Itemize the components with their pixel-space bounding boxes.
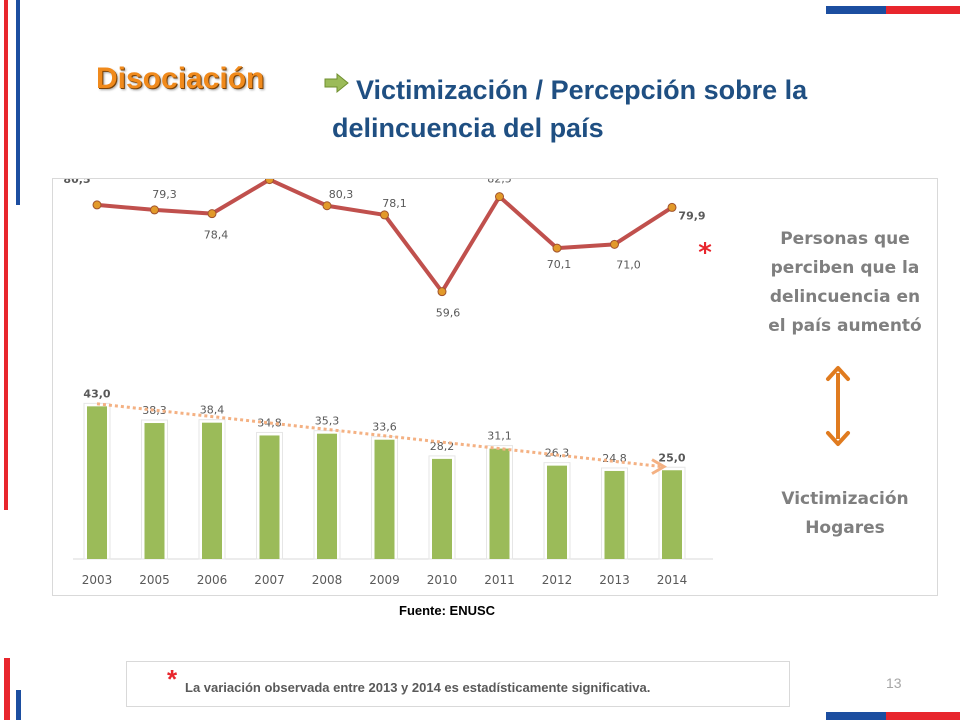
top-right-blue-bar <box>826 6 886 14</box>
bar <box>662 470 682 559</box>
bottom-right-blue-bar <box>826 712 886 720</box>
bar-value-label: 26,3 <box>545 447 570 460</box>
bar-value-label: 43,0 <box>83 387 110 400</box>
line-point <box>322 201 332 211</box>
page-number: 13 <box>886 675 902 691</box>
line-point <box>265 175 274 185</box>
bottom-right-red-bar <box>886 712 960 720</box>
line-value-label: 78,4 <box>204 229 229 242</box>
line-value-label: 70,1 <box>547 258 572 271</box>
line-point <box>667 202 677 212</box>
bar <box>489 448 510 559</box>
bar <box>317 433 337 559</box>
line-value-label: 78,1 <box>382 197 407 210</box>
x-tick-label: 2008 <box>312 573 343 587</box>
line-point <box>150 205 159 215</box>
x-tick-label: 2014 <box>657 573 688 587</box>
significance-star: * <box>698 238 712 268</box>
bar-value-label: 24,8 <box>602 452 627 465</box>
source-note: Fuente: ENUSC <box>399 603 496 618</box>
line-value-label: 82,5 <box>487 179 512 186</box>
victimization-label-line: Hogares <box>805 518 885 538</box>
bar <box>547 465 567 559</box>
x-tick-label: 2005 <box>139 573 170 587</box>
line-value-label: 79,3 <box>152 188 177 201</box>
footnote-star: * <box>167 664 178 694</box>
bottom-left-red-bar <box>4 658 10 720</box>
perception-label-line: Personas que <box>780 229 910 249</box>
x-tick-label: 2003 <box>82 573 113 587</box>
left-accent-red-bar <box>4 0 8 510</box>
chart-frame: 43,0 38,3 38,4 34,8 35,3 33,6 28,2 31,1 26,3 24,8… <box>52 158 938 596</box>
x-tick-label: 2011 <box>484 573 515 587</box>
line-point <box>552 243 562 253</box>
x-tick-label: 2010 <box>427 573 458 587</box>
bar <box>87 406 107 559</box>
bar <box>432 458 452 559</box>
bar <box>259 435 280 559</box>
x-tick-label: 2009 <box>369 573 400 587</box>
trend-arrowhead <box>651 458 667 475</box>
victimization-label: Victimización Hogares <box>745 485 945 543</box>
bar <box>144 423 165 559</box>
title-keyword: Disociación <box>96 62 265 95</box>
line-value-label: 79,9 <box>678 209 705 222</box>
line-point <box>437 287 447 297</box>
bar <box>202 422 222 559</box>
victimization-label-line: Victimización <box>781 489 909 509</box>
title-main: Victimización / Percepción sobre la deli… <box>332 71 934 147</box>
bar-value-label: 28,2 <box>430 440 455 453</box>
perception-label-line: el país aumentó <box>768 316 922 336</box>
x-tick-label: 2007 <box>254 573 285 587</box>
perception-label-line: perciben que la <box>770 258 920 278</box>
footnote-box: * La variación observada entre 2013 y 20… <box>126 661 790 707</box>
bar <box>604 470 625 559</box>
x-tick-label: 2006 <box>197 573 228 587</box>
top-right-red-bar <box>886 6 960 14</box>
footnote-text: La variación observada entre 2013 y 2014… <box>185 680 651 695</box>
line-point <box>610 239 619 249</box>
line-point <box>380 210 389 220</box>
line-value-label: 80,5 <box>63 179 90 186</box>
line-value-label: 71,0 <box>616 258 641 271</box>
line-point <box>92 200 102 210</box>
bottom-left-blue-bar <box>16 690 21 720</box>
x-tick-label: 2012 <box>542 573 573 587</box>
trend-line <box>96 402 663 469</box>
bar-value-label: 38,4 <box>200 404 225 417</box>
bar-value-label: 34,8 <box>257 416 282 429</box>
title-line-1: Victimización / Percepción sobre la <box>356 75 808 105</box>
line-value-label: 80,3 <box>329 188 354 201</box>
bar-value-label: 33,6 <box>372 421 397 434</box>
left-accent-blue-bar <box>16 0 20 205</box>
line-point <box>495 192 504 202</box>
x-tick-label: 2013 <box>599 573 630 587</box>
perception-label-line: delincuencia en <box>769 287 921 307</box>
line-point <box>207 209 217 219</box>
bar-value-label: 35,3 <box>315 415 340 428</box>
title-line-2: delincuencia del país <box>332 113 604 143</box>
perception-label: Personas que perciben que la delincuenci… <box>745 225 945 341</box>
bar-value-label: 38,3 <box>142 404 167 417</box>
bar <box>374 439 395 559</box>
bar-value-label: 25,0 <box>658 451 685 464</box>
double-arrow-icon <box>826 366 850 446</box>
chart-svg: 43,0 38,3 38,4 34,8 35,3 33,6 28,2 31,1 26,3 24,8… <box>63 158 713 587</box>
arrow-right-icon <box>324 72 349 94</box>
line-value-label: 59,6 <box>436 307 461 320</box>
bar-value-label: 31,1 <box>487 430 512 443</box>
